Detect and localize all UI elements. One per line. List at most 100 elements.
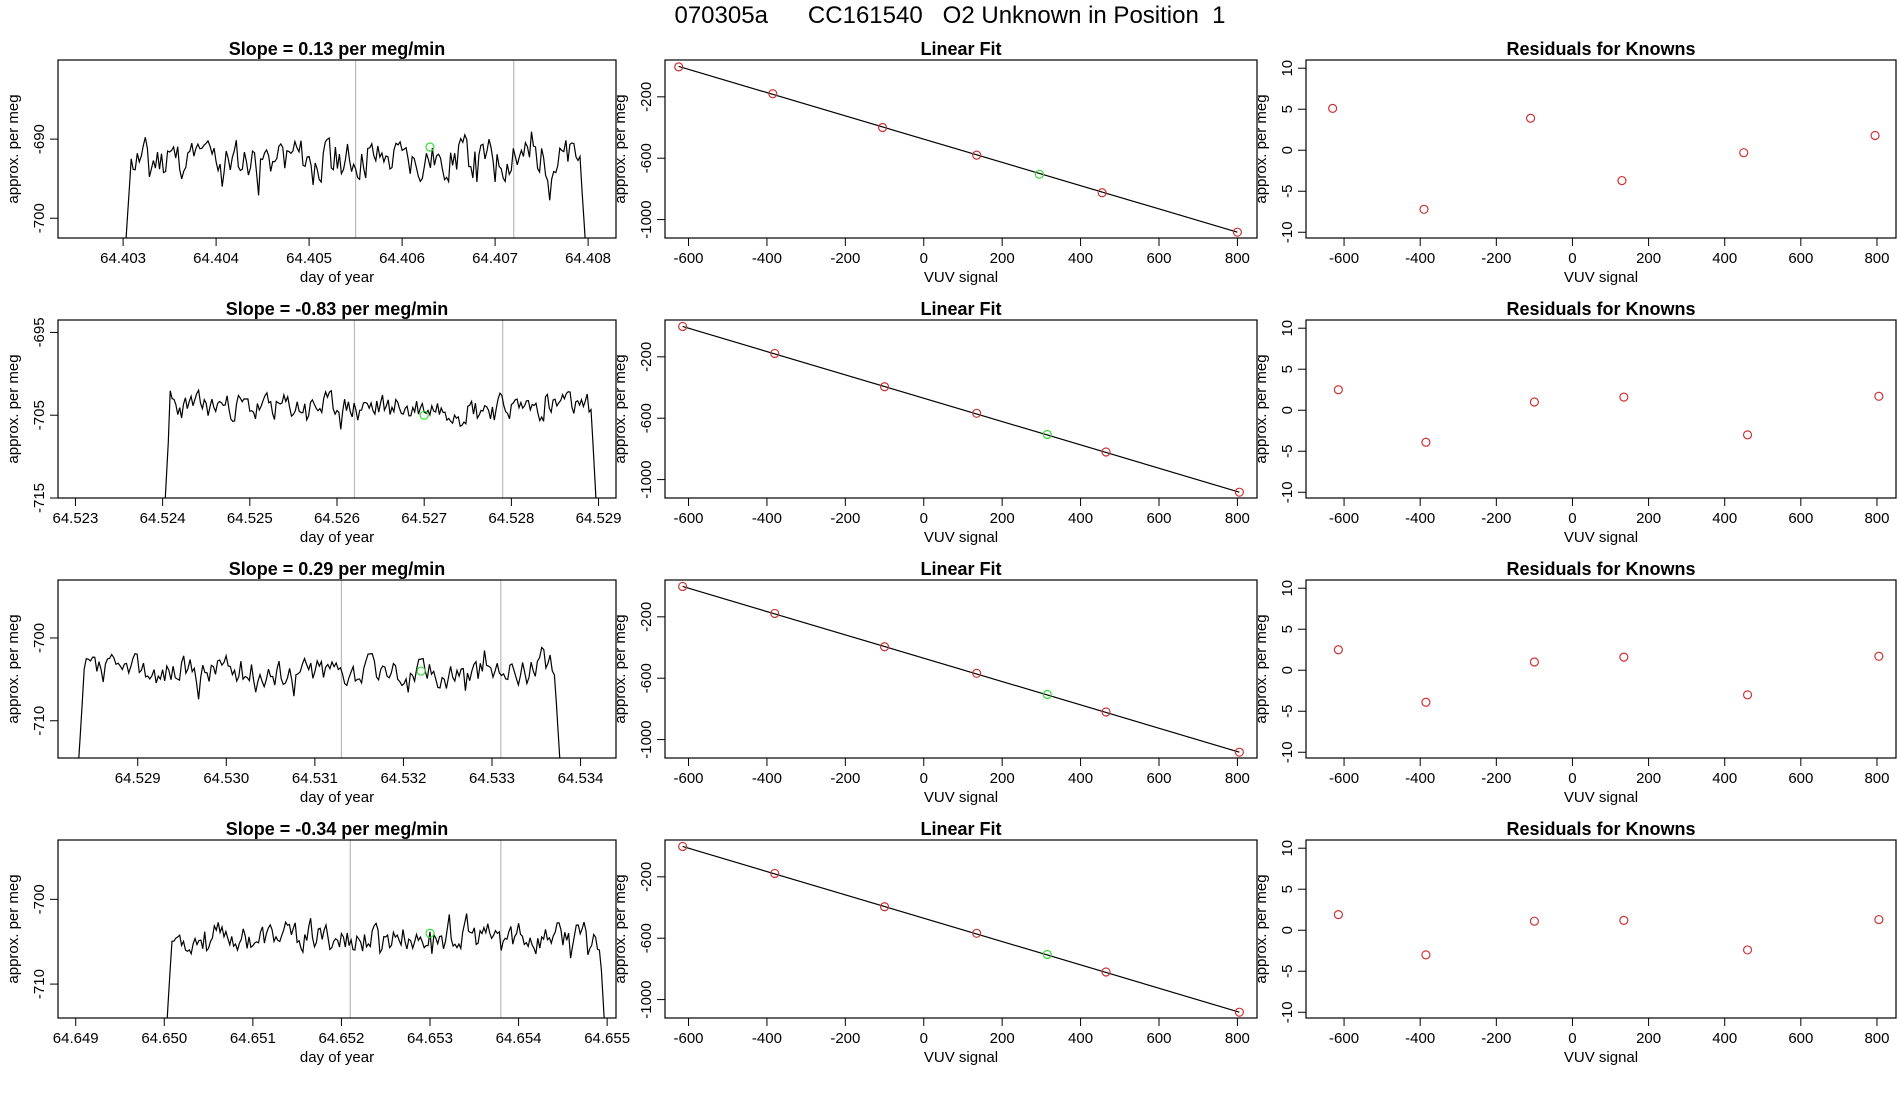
known-point xyxy=(770,348,780,359)
residual-point xyxy=(1333,910,1343,920)
x-axis-label: VUV signal xyxy=(1564,1049,1638,1066)
known-point xyxy=(879,642,890,652)
unknown-point xyxy=(1042,949,1052,960)
timeseries-panel-row2: Slope = -0.83 per meg/min 64.523 64.524 64.… xyxy=(5,299,622,546)
plot-frame xyxy=(57,319,617,499)
x-tick-label: 200 xyxy=(1636,770,1661,787)
y-tick-label: 0 xyxy=(1279,926,1296,934)
residual-point xyxy=(1874,914,1884,925)
x-axis-label: day of year xyxy=(300,789,374,806)
y-tick-label: -710 xyxy=(31,706,48,736)
y-tick-label: -600 xyxy=(638,923,655,953)
residual-point xyxy=(1619,915,1629,925)
x-tick-label: 200 xyxy=(990,510,1015,527)
page-title: 070305a CC161540 O2 Unknown in Position … xyxy=(674,2,1226,29)
plot-data xyxy=(678,841,1244,1017)
x-tick-label: 200 xyxy=(990,1030,1015,1047)
x-tick-label: -600 xyxy=(1329,510,1359,527)
x-tick-label: 400 xyxy=(1068,250,1093,267)
y-tick-label: -5 xyxy=(1279,185,1296,198)
plot-title: Linear Fit xyxy=(920,819,1001,839)
x-tick-label: 600 xyxy=(1146,1030,1171,1047)
plot-data xyxy=(678,581,1244,757)
x-tick-label: 600 xyxy=(1788,1030,1813,1047)
unknown-point xyxy=(425,928,435,938)
y-tick-label: -1000 xyxy=(638,200,655,238)
x-tick-label: 800 xyxy=(1864,510,1889,527)
x-axis-label: day of year xyxy=(300,1049,374,1066)
x-tick-label: 64.654 xyxy=(496,1030,542,1047)
known-point xyxy=(678,581,688,592)
residual-point xyxy=(1619,392,1629,402)
fit-panel-row3: Linear Fit -600 -400 -200 0 200 400 600 800 VUV s… xyxy=(612,559,1258,806)
x-tick-label: 64.531 xyxy=(292,770,338,787)
x-tick-label: -200 xyxy=(1481,510,1511,527)
known-point xyxy=(674,62,684,72)
fit-panel-row1: Linear Fit -600 -400 -200 0 200 400 600 800 VUV s… xyxy=(612,39,1258,286)
x-tick-label: 64.651 xyxy=(230,1030,276,1047)
x-axis-label: VUV signal xyxy=(1564,269,1638,286)
x-tick-label: -400 xyxy=(1405,510,1435,527)
plot-title: Residuals for Knowns xyxy=(1506,559,1695,579)
residual-point xyxy=(1742,945,1753,955)
plot-title: Linear Fit xyxy=(920,559,1001,579)
x-axis-label: day of year xyxy=(300,269,374,286)
x-tick-label: 0 xyxy=(920,1030,928,1047)
x-tick-label: 64.529 xyxy=(115,770,161,787)
x-axis-label: VUV signal xyxy=(924,529,998,546)
known-point xyxy=(877,122,888,133)
y-tick-label: -695 xyxy=(31,317,48,347)
x-tick-label: 64.653 xyxy=(407,1030,453,1047)
x-tick-label: 200 xyxy=(1636,510,1661,527)
residuals-panel-row3: Residuals for Knowns -600 -400 -200 0 200 400 6… xyxy=(1253,559,1897,806)
x-tick-label: -400 xyxy=(1405,1030,1435,1047)
x-tick-label: 400 xyxy=(1712,250,1737,267)
x-tick-label: -200 xyxy=(1481,1030,1511,1047)
unknown-point xyxy=(1034,169,1045,179)
known-point xyxy=(879,382,890,392)
known-point xyxy=(972,408,982,418)
x-tick-label: -600 xyxy=(1329,1030,1359,1047)
x-tick-label: 200 xyxy=(990,250,1015,267)
x-tick-label: 0 xyxy=(920,510,928,527)
y-axis-label: approx. per meg xyxy=(1253,614,1270,723)
unknown-point xyxy=(425,142,435,152)
y-axis-label: approx. per meg xyxy=(5,614,22,723)
y-tick-label: -700 xyxy=(31,623,48,653)
x-tick-label: 64.532 xyxy=(380,770,426,787)
y-axis-label: approx. per meg xyxy=(5,94,22,203)
x-tick-label: -200 xyxy=(830,1030,860,1047)
plot-data xyxy=(78,646,561,758)
x-tick-label: 800 xyxy=(1225,770,1250,787)
x-axis-label: VUV signal xyxy=(1564,529,1638,546)
residual-point xyxy=(1874,391,1884,401)
y-tick-label: -600 xyxy=(638,143,655,173)
fit-panel-row4: Linear Fit -600 -400 -200 0 200 400 600 800 VUV s… xyxy=(612,819,1258,1066)
y-axis-label: approx. per meg xyxy=(1253,94,1270,203)
x-tick-label: 64.525 xyxy=(227,510,273,527)
x-tick-label: 800 xyxy=(1864,250,1889,267)
y-tick-label: -1000 xyxy=(638,460,655,498)
x-tick-label: -200 xyxy=(1481,770,1511,787)
plot-title: Slope = 0.13 per meg/min xyxy=(229,39,446,59)
x-tick-label: 800 xyxy=(1864,1030,1889,1047)
y-tick-label: -200 xyxy=(638,342,655,372)
x-axis-label: VUV signal xyxy=(924,1049,998,1066)
x-tick-label: 400 xyxy=(1712,770,1737,787)
residual-point xyxy=(1525,113,1536,123)
unknown-point xyxy=(419,410,429,420)
x-tick-label: 64.523 xyxy=(52,510,98,527)
x-tick-label: -600 xyxy=(1329,770,1359,787)
y-axis-label: approx. per meg xyxy=(5,874,22,983)
x-tick-label: -600 xyxy=(674,1030,704,1047)
x-tick-label: 0 xyxy=(920,250,928,267)
y-axis-label: approx. per meg xyxy=(612,94,629,203)
x-tick-label: 0 xyxy=(1568,1030,1576,1047)
plot-frame xyxy=(57,59,617,239)
y-tick-label: 10 xyxy=(1279,320,1296,337)
x-tick-label: 64.403 xyxy=(100,250,146,267)
y-tick-label: 5 xyxy=(1279,625,1296,633)
y-tick-label: -200 xyxy=(638,862,655,892)
known-point xyxy=(770,608,780,619)
